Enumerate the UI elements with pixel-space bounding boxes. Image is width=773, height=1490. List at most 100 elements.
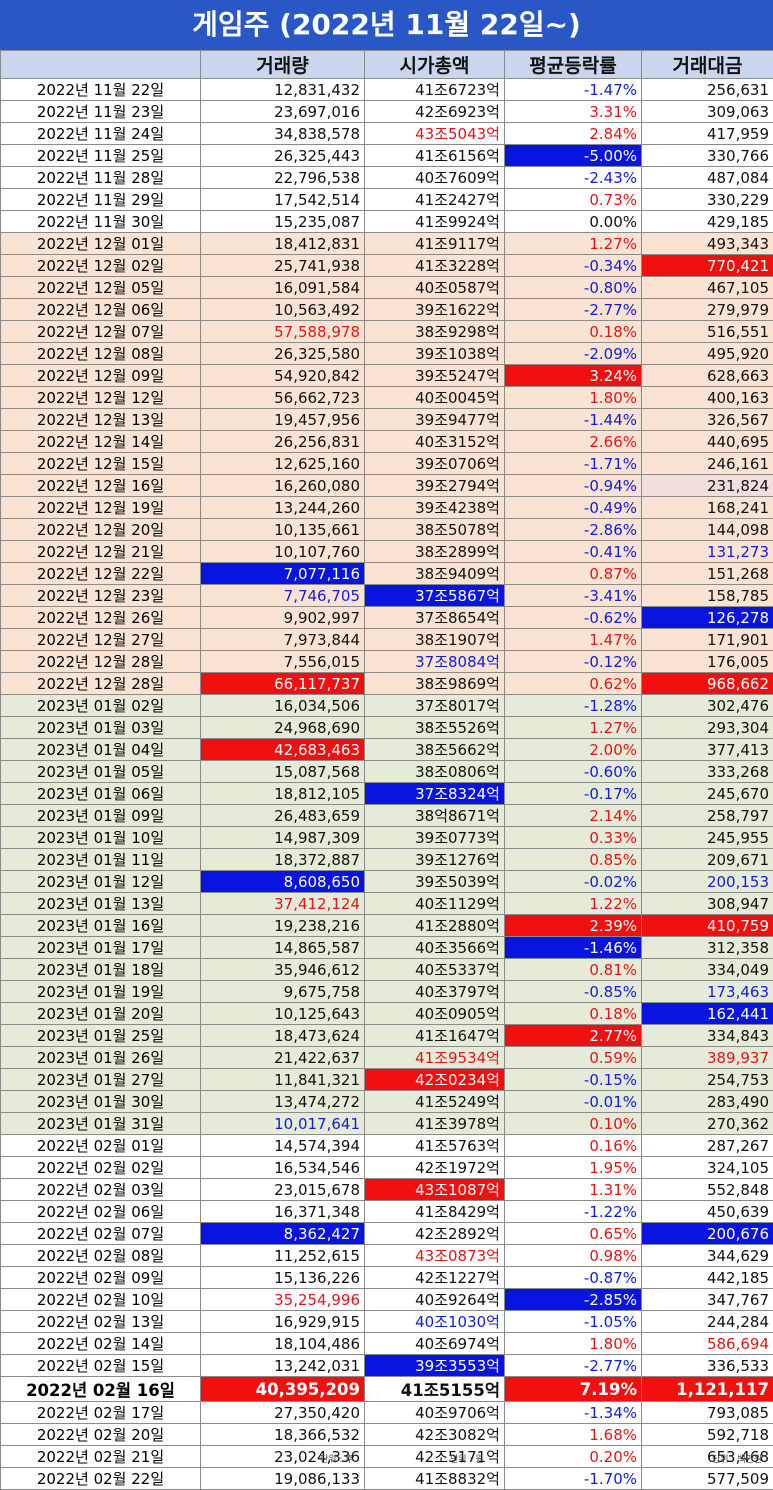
avg-change-cell: -2.43% <box>505 167 642 189</box>
market-cap-cell: 40조3797억 <box>365 981 505 1003</box>
volume-cell: 23,015,678 <box>201 1179 365 1201</box>
market-cap-cell: 39조0773억 <box>365 827 505 849</box>
market-cap-cell: 40조0905억 <box>365 1003 505 1025</box>
volume-cell: 16,091,584 <box>201 277 365 299</box>
date-cell: 2022년 12월 16일 <box>1 475 201 497</box>
unit-trade-value: 단위 : 백만원 <box>712 1452 762 1465</box>
market-cap-cell: 40조6974억 <box>365 1333 505 1355</box>
date-cell: 2022년 02월 20일 <box>1 1424 201 1446</box>
trade-value-cell: 467,105 <box>642 277 773 299</box>
avg-change-cell: -0.34% <box>505 255 642 277</box>
trade-value-cell: 200,153 <box>642 871 773 893</box>
volume-cell: 7,077,116 <box>201 563 365 585</box>
date-cell: 2022년 02월 13일 <box>1 1311 201 1333</box>
date-cell: 2022년 12월 07일 <box>1 321 201 343</box>
avg-change-cell: 0.87% <box>505 563 642 585</box>
trade-value-cell: 246,161 <box>642 453 773 475</box>
trade-value-cell: 516,551 <box>642 321 773 343</box>
avg-change-cell: 0.62% <box>505 673 642 695</box>
date-cell: 2022년 11월 28일 <box>1 167 201 189</box>
avg-change-cell: -5.00% <box>505 145 642 167</box>
trade-value-cell: 968,662 <box>642 673 773 695</box>
avg-change-cell: 7.19% <box>505 1377 642 1402</box>
avg-change-cell: 2.39% <box>505 915 642 937</box>
trade-value-cell: 440,695 <box>642 431 773 453</box>
market-cap-cell: 41조9117억 <box>365 233 505 255</box>
avg-change-cell: -1.44% <box>505 409 642 431</box>
avg-change-cell: 1.68% <box>505 1424 642 1446</box>
avg-change-cell: -0.87% <box>505 1267 642 1289</box>
avg-change-cell: 0.81% <box>505 959 642 981</box>
volume-cell: 18,104,486 <box>201 1333 365 1355</box>
market-cap-cell: 41조5249억 <box>365 1091 505 1113</box>
market-cap-cell: 42조6923억 <box>365 101 505 123</box>
market-cap-cell: 42조1972억 <box>365 1157 505 1179</box>
trade-value-cell: 308,947 <box>642 893 773 915</box>
trade-value-cell: 293,304 <box>642 717 773 739</box>
trade-value-cell: 309,063 <box>642 101 773 123</box>
market-cap-cell: 39조0706억 <box>365 453 505 475</box>
volume-cell: 57,588,978 <box>201 321 365 343</box>
date-cell: 2022년 02월 22일 <box>1 1468 201 1490</box>
volume-cell: 18,412,831 <box>201 233 365 255</box>
avg-change-cell: -2.77% <box>505 1355 642 1377</box>
date-cell: 2023년 01월 19일 <box>1 981 201 1003</box>
avg-change-cell: -0.12% <box>505 651 642 673</box>
avg-change-cell: -0.62% <box>505 607 642 629</box>
market-cap-cell: 40조3152억 <box>365 431 505 453</box>
trade-value-cell: 144,098 <box>642 519 773 541</box>
trade-value-cell: 173,463 <box>642 981 773 1003</box>
volume-cell: 8,362,427 <box>201 1223 365 1245</box>
market-cap-cell: 43조5043억 <box>365 123 505 145</box>
avg-change-cell: -0.60% <box>505 761 642 783</box>
volume-cell: 21,422,637 <box>201 1047 365 1069</box>
volume-cell: 10,107,760 <box>201 541 365 563</box>
trade-value-cell: 131,273 <box>642 541 773 563</box>
volume-cell: 54,920,842 <box>201 365 365 387</box>
volume-cell: 10,125,643 <box>201 1003 365 1025</box>
volume-cell: 15,087,568 <box>201 761 365 783</box>
market-cap-cell: 39조1038억 <box>365 343 505 365</box>
date-cell: 2022년 12월 22일 <box>1 563 201 585</box>
date-cell: 2023년 01월 26일 <box>1 1047 201 1069</box>
market-cap-cell: 40조9706억 <box>365 1402 505 1424</box>
volume-cell: 13,474,272 <box>201 1091 365 1113</box>
header-market-cap: 시가총액 <box>365 51 505 79</box>
trade-value-cell: 126,278 <box>642 607 773 629</box>
trade-value-cell: 347,767 <box>642 1289 773 1311</box>
trade-value-cell: 410,759 <box>642 915 773 937</box>
date-cell: 2023년 01월 30일 <box>1 1091 201 1113</box>
volume-cell: 14,574,394 <box>201 1135 365 1157</box>
trade-value-cell: 389,937 <box>642 1047 773 1069</box>
market-cap-cell: 37조8017억 <box>365 695 505 717</box>
trade-value-cell: 495,920 <box>642 343 773 365</box>
market-cap-cell: 42조3082억 <box>365 1424 505 1446</box>
avg-change-cell: 3.31% <box>505 101 642 123</box>
avg-change-cell: -1.22% <box>505 1201 642 1223</box>
trade-value-cell: 377,413 <box>642 739 773 761</box>
unit-volume: 단위 : 주 <box>320 1452 354 1465</box>
volume-cell: 7,746,705 <box>201 585 365 607</box>
market-cap-cell: 40조7609억 <box>365 167 505 189</box>
date-cell: 2022년 02월 02일 <box>1 1157 201 1179</box>
date-cell: 2022년 12월 09일 <box>1 365 201 387</box>
market-cap-cell: 41조2427억 <box>365 189 505 211</box>
